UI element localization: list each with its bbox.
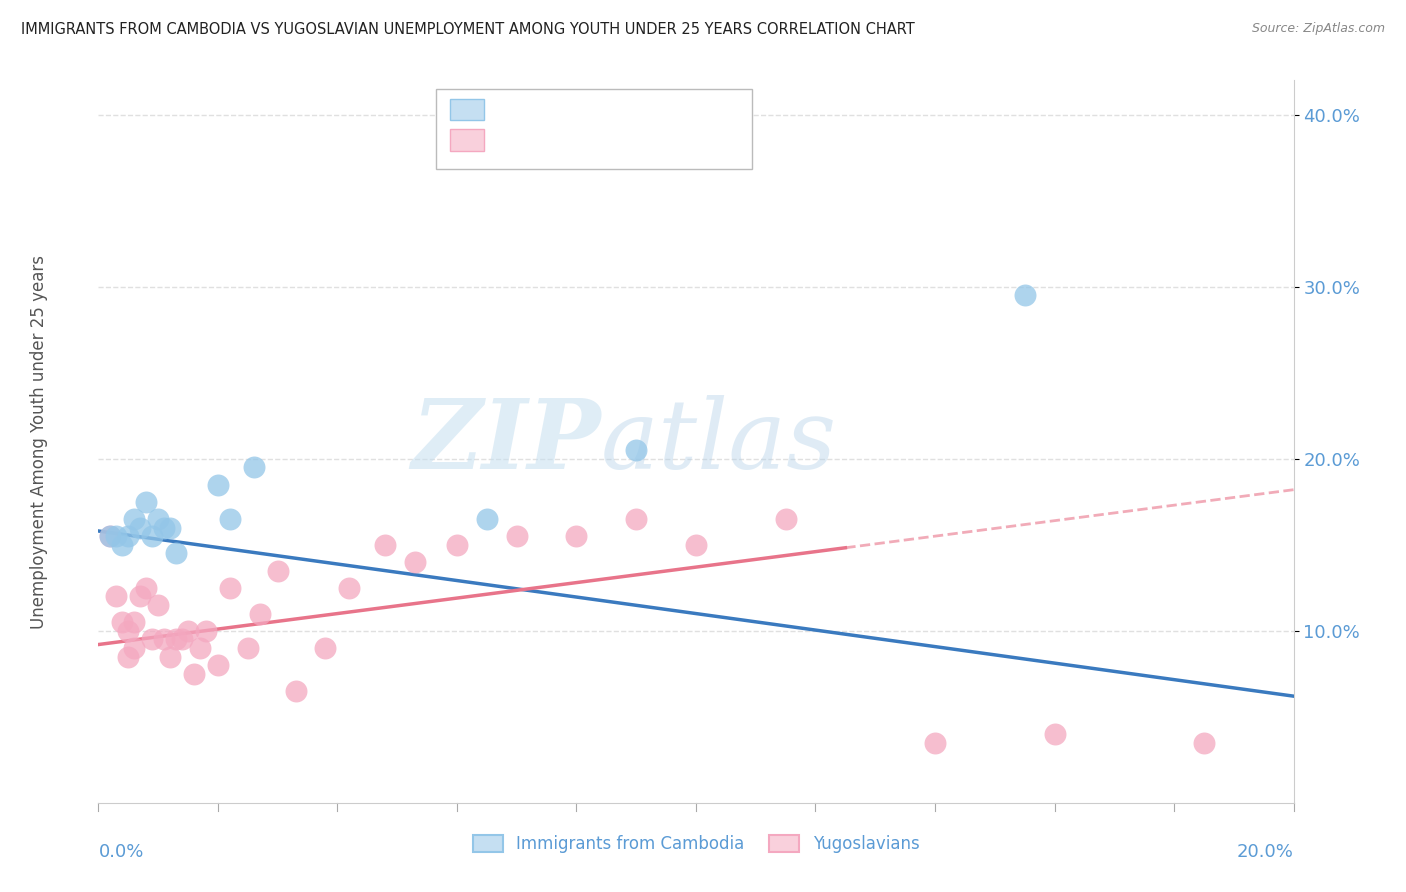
Point [153, 632, 176, 647]
Point [159, 520, 181, 534]
Point [124, 512, 146, 526]
Point [141, 529, 163, 543]
Text: R =: R = [491, 133, 524, 147]
Point [111, 538, 134, 552]
Point [177, 624, 200, 638]
Point [195, 624, 218, 638]
Point [249, 607, 271, 621]
Point [153, 520, 176, 534]
Text: atlas: atlas [600, 394, 837, 489]
Point [339, 581, 361, 595]
Point [207, 477, 229, 491]
Point [243, 460, 266, 475]
Text: 20.0%: 20.0% [1237, 843, 1294, 861]
Point [219, 581, 242, 595]
Point [148, 598, 170, 612]
Point [105, 529, 128, 543]
Point [446, 538, 468, 552]
Point [924, 735, 946, 749]
Point [172, 632, 194, 647]
Point [188, 640, 211, 655]
Point [626, 512, 648, 526]
Point [565, 529, 588, 543]
Point [207, 658, 229, 673]
Point [1192, 735, 1215, 749]
Legend: Immigrants from Cambodia, Yugoslavians: Immigrants from Cambodia, Yugoslavians [465, 828, 927, 860]
Text: 18: 18 [643, 103, 664, 117]
Point [236, 640, 259, 655]
Point [124, 615, 146, 630]
Text: 38: 38 [643, 133, 664, 147]
Point [141, 632, 163, 647]
Point [148, 512, 170, 526]
Text: Source: ZipAtlas.com: Source: ZipAtlas.com [1251, 22, 1385, 36]
Point [475, 512, 498, 526]
Point [315, 640, 337, 655]
Text: Unemployment Among Youth under 25 years: Unemployment Among Youth under 25 years [30, 254, 48, 629]
Point [129, 590, 152, 604]
Point [159, 649, 181, 664]
Point [135, 581, 157, 595]
Point [129, 520, 152, 534]
Text: -0.305: -0.305 [524, 103, 579, 117]
Point [374, 538, 396, 552]
Point [165, 632, 187, 647]
Text: 0.268: 0.268 [527, 133, 581, 147]
Point [105, 590, 128, 604]
Point [775, 512, 797, 526]
Text: N =: N = [609, 103, 643, 117]
Point [626, 443, 648, 458]
Point [219, 512, 242, 526]
Point [98, 529, 122, 543]
Point [1043, 727, 1066, 741]
Point [135, 494, 157, 508]
Text: N =: N = [609, 133, 643, 147]
Text: R =: R = [491, 103, 524, 117]
Point [98, 529, 122, 543]
Point [117, 529, 139, 543]
Point [685, 538, 707, 552]
Point [111, 615, 134, 630]
Point [284, 684, 307, 698]
Point [117, 624, 139, 638]
Text: IMMIGRANTS FROM CAMBODIA VS YUGOSLAVIAN UNEMPLOYMENT AMONG YOUTH UNDER 25 YEARS : IMMIGRANTS FROM CAMBODIA VS YUGOSLAVIAN … [21, 22, 915, 37]
Text: ZIP: ZIP [411, 394, 600, 489]
Point [124, 640, 146, 655]
Point [117, 649, 139, 664]
Point [1014, 288, 1036, 302]
Point [165, 546, 187, 560]
Text: 0.0%: 0.0% [98, 843, 143, 861]
Point [267, 564, 290, 578]
Point [404, 555, 426, 569]
Point [183, 666, 205, 681]
Point [506, 529, 529, 543]
